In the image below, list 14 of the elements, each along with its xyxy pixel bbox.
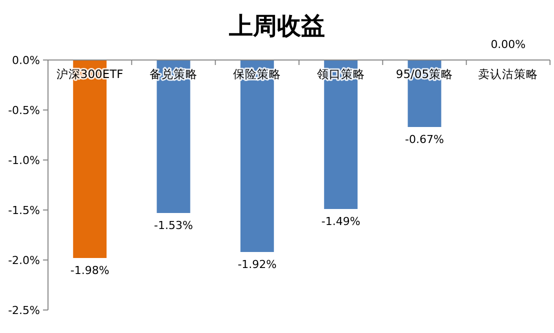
data-label: -1.49% xyxy=(321,215,360,228)
data-label: -1.92% xyxy=(238,258,277,271)
y-tick-label: -2.5% xyxy=(8,304,40,317)
data-label: -0.67% xyxy=(405,133,444,146)
data-label: 0.00% xyxy=(490,38,526,51)
y-tick-label: -1.5% xyxy=(8,204,40,217)
y-tick-label: 0.0% xyxy=(12,54,40,67)
data-label: -1.98% xyxy=(70,264,110,277)
y-tick-label: -1.0% xyxy=(8,154,40,167)
y-tick-label: -0.5% xyxy=(8,104,40,117)
chart-title: 上周收益 xyxy=(228,11,325,40)
data-label: -1.53% xyxy=(154,219,193,232)
x-tick-label: 卖认沽策略 xyxy=(478,67,538,81)
y-tick-label: -2.0% xyxy=(8,254,40,267)
